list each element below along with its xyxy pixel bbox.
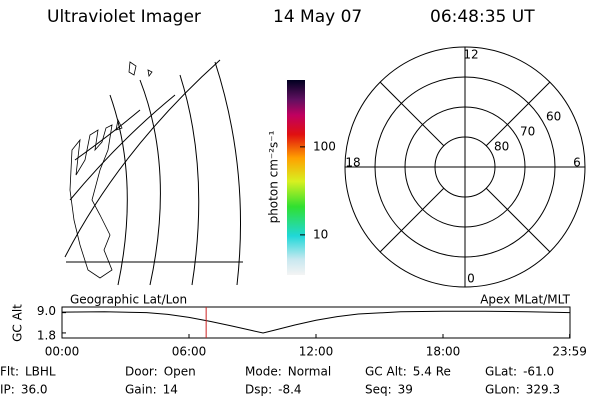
mlt-label: 6	[573, 156, 581, 170]
field-value: -8.4	[278, 383, 301, 397]
polar-spoke	[379, 187, 445, 253]
field-value: LBHL	[25, 365, 56, 379]
x-tick-label: 12:00	[299, 345, 334, 359]
x-tick-label: 00:00	[45, 345, 80, 359]
x-tick-label: 18:00	[426, 345, 461, 359]
field-label: Gain:	[125, 383, 157, 397]
map-label: Geographic Lat/Lon	[70, 293, 187, 307]
field-value: 36.0	[21, 383, 48, 397]
field-value: 14	[163, 383, 178, 397]
field-value: 39	[398, 383, 413, 397]
polar-label: Apex MLat/MLT	[480, 293, 570, 307]
altitude-ylabel: GC Alt	[11, 304, 25, 342]
field-label: Mode:	[245, 365, 282, 379]
field-label: Door:	[125, 365, 158, 379]
field-value: Open	[164, 365, 196, 379]
polar-spoke	[485, 187, 551, 253]
colorbar	[287, 80, 305, 275]
mlt-label: 0	[467, 272, 475, 286]
field-value: Normal	[288, 365, 331, 379]
field-label: GC Alt:	[365, 365, 407, 379]
ring-label: 60	[546, 110, 561, 124]
colorbar-tick-label: 100	[313, 139, 336, 153]
polar-spoke	[379, 81, 445, 147]
field-label: GLat:	[485, 365, 517, 379]
geographic-map	[64, 59, 243, 286]
x-tick-label: 23:59	[552, 345, 587, 359]
x-tick-label: 06:00	[172, 345, 207, 359]
altitude-line	[61, 310, 571, 334]
colorbar-label: photon cm⁻²s⁻¹	[267, 130, 281, 223]
colorbar-tick-label: 10	[313, 227, 328, 241]
field-label: GLon:	[485, 383, 520, 397]
y-tick-label: 1.8	[37, 328, 56, 342]
field-label: Flt:	[0, 365, 19, 379]
date: 14 May 07	[273, 7, 362, 27]
mlt-label: 18	[345, 156, 360, 170]
field-label: IP:	[0, 383, 15, 397]
field-label: Dsp:	[245, 383, 272, 397]
y-tick-label: 9.0	[37, 304, 56, 318]
field-value: 5.4 Re	[413, 365, 451, 379]
field-value: 329.3	[526, 383, 560, 397]
mlt-label: 12	[463, 48, 478, 62]
polar-spoke	[485, 81, 551, 147]
instrument: Ultraviolet Imager	[47, 7, 201, 27]
field-label: Seq:	[365, 383, 392, 397]
ring-label: 70	[520, 125, 535, 139]
ring-label: 80	[494, 140, 509, 154]
field-value: -61.0	[523, 365, 554, 379]
time: 06:48:35 UT	[430, 7, 535, 27]
